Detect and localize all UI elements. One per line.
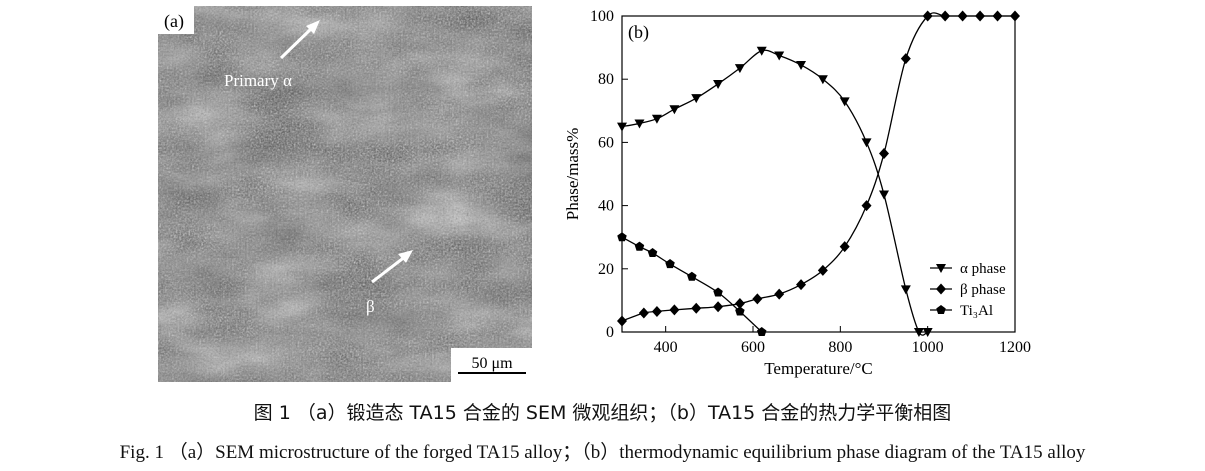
ti3al-point — [647, 248, 658, 258]
primary-alpha-arrow — [279, 20, 320, 60]
alpha-phase-point — [900, 285, 911, 295]
ti3al-point — [665, 259, 675, 269]
beta-phase-point — [796, 279, 807, 291]
legend-marker — [936, 264, 946, 273]
beta-phase-point — [839, 241, 850, 253]
figure-caption-english: Fig. 1 （a）SEM microstructure of the forg… — [119, 442, 1086, 463]
sem-panel-label: (a) — [164, 11, 184, 32]
beta-phase-point — [669, 304, 680, 316]
plot-frame — [621, 15, 1016, 333]
alpha-phase-series — [617, 46, 933, 337]
legend-label: α phase — [960, 261, 1006, 277]
alpha-phase-point — [817, 75, 828, 85]
ti3al-point — [735, 306, 745, 316]
legend-label: Ti₃Al — [960, 303, 993, 319]
alpha-phase-point — [756, 46, 767, 56]
ti3al-point — [687, 271, 697, 281]
alpha-phase-point — [839, 97, 850, 107]
beta-arrow — [371, 250, 413, 284]
figure-caption-chinese: 图 1 （a）锻造态 TA15 合金的 SEM 微观组织；（b）TA15 合金的… — [253, 402, 952, 424]
y-axis-label: Phase/mass% — [563, 128, 582, 221]
alpha-phase-point — [713, 79, 724, 89]
ti3al-series — [617, 232, 767, 337]
primary-alpha-label: Primary α — [224, 71, 292, 90]
beta-phase-point — [638, 307, 649, 319]
alpha-phase-point — [651, 114, 662, 124]
alpha-phase-point — [879, 190, 889, 200]
y-tick-label: 0 — [606, 324, 614, 341]
alpha-phase-legend-item: α phase — [930, 261, 1006, 277]
legend-label: β phase — [960, 282, 1006, 298]
beta-phase-point — [651, 305, 662, 317]
alpha-phase-point — [691, 94, 702, 104]
beta-label: β — [366, 297, 375, 316]
sem-micrograph: (a) Primary α β 50 μm — [158, 6, 532, 382]
alpha-phase-point — [669, 105, 680, 115]
beta-phase-series — [617, 10, 1020, 327]
phase-diagram-panel: 400 600 800 1000 1200 0 20 40 60 80 100 (b) Temper… — [560, 6, 1040, 382]
scale-bar-label: 50 μm — [471, 355, 513, 372]
beta-phase-point — [817, 264, 828, 276]
x-axis-label: Temperature/°C — [764, 359, 873, 378]
chart-legend: α phase β phase Ti₃Al — [930, 261, 1006, 319]
beta-phase-legend-item: β phase — [930, 282, 1006, 298]
beta-phase-point — [879, 147, 889, 159]
legend-marker — [936, 305, 946, 315]
scale-bar-box — [451, 348, 532, 382]
x-tick-label: 1000 — [912, 339, 944, 356]
alpha-phase-point — [734, 64, 745, 74]
chart-panel-label: (b) — [628, 22, 649, 43]
alpha-phase-point — [634, 119, 645, 129]
alpha-phase-point — [796, 60, 807, 70]
x-tick-label: 400 — [654, 339, 678, 356]
y-tick-label: 20 — [598, 261, 614, 278]
sem-label-box — [158, 6, 194, 34]
legend-marker — [936, 283, 946, 295]
beta-phase-point — [691, 302, 702, 314]
beta-phase-point — [900, 53, 911, 65]
alpha-phase-point — [861, 138, 872, 148]
x-tick-label: 600 — [741, 339, 765, 356]
x-tick-label: 800 — [828, 339, 852, 356]
x-tick-label: 1200 — [999, 339, 1031, 356]
y-tick-label: 60 — [598, 134, 614, 151]
beta-phase-line — [621, 12, 1015, 322]
ti3al-point — [634, 241, 645, 251]
alpha-phase-point — [774, 51, 785, 61]
chart-axes: 400 600 800 1000 1200 0 20 40 60 80 100 — [590, 8, 1031, 356]
beta-phase-point — [713, 301, 724, 313]
beta-phase-point — [752, 293, 763, 305]
y-tick-label: 40 — [598, 198, 614, 215]
y-tick-label: 80 — [598, 71, 614, 88]
ti3al-line — [621, 236, 763, 333]
ti3al-point — [713, 287, 723, 297]
phase-diagram-chart: 400 600 800 1000 1200 0 20 40 60 80 100 (b) Temper… — [563, 8, 1031, 378]
beta-phase-point — [861, 200, 872, 212]
ti3al-legend-item: Ti₃Al — [930, 303, 993, 319]
y-tick-label: 100 — [590, 8, 614, 25]
sem-micrograph-panel: (a) Primary α β 50 μm — [158, 6, 532, 382]
beta-phase-point — [734, 298, 745, 310]
beta-phase-point — [774, 288, 785, 300]
